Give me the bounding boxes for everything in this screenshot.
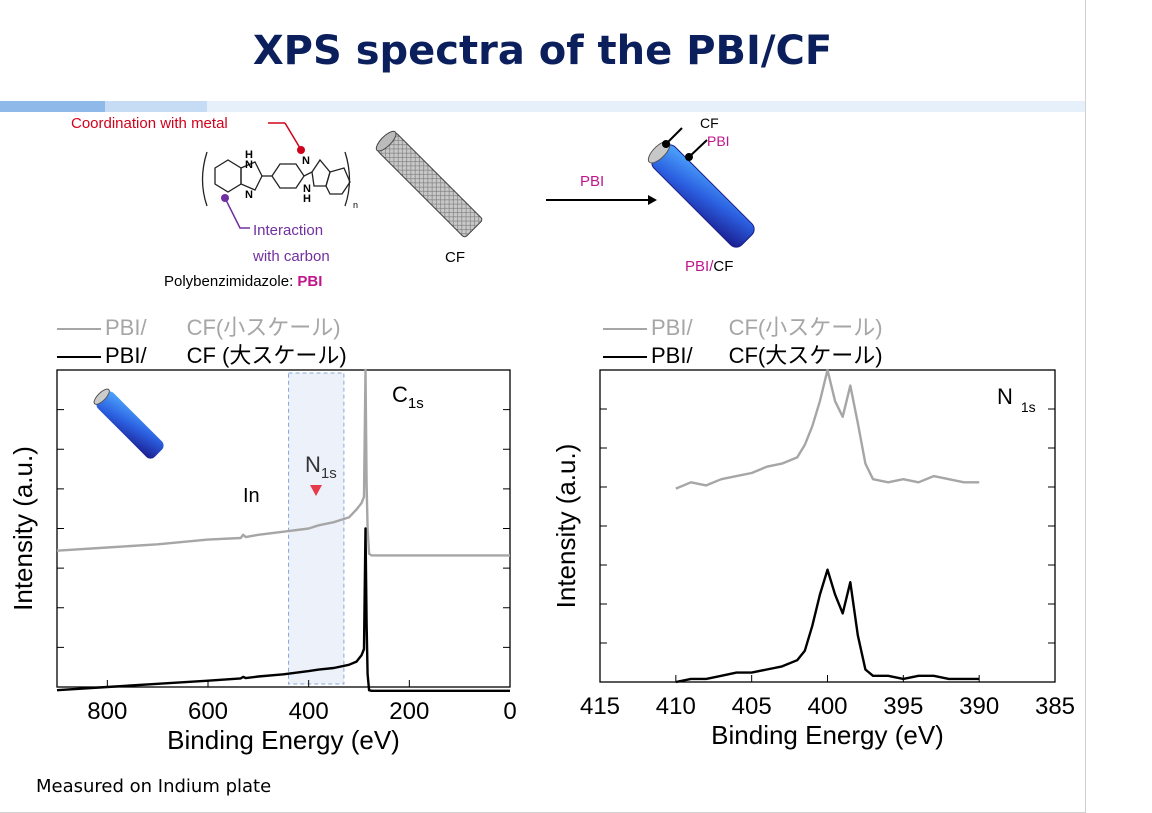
struct-h1: H xyxy=(245,149,253,161)
x-tick-label: 395 xyxy=(883,693,923,720)
chart2-legend-gray: PBI/CF(小スケール) xyxy=(603,310,883,342)
x-tick-label: 200 xyxy=(389,698,429,725)
struct-n1: N xyxy=(245,159,253,171)
struct-n3: N xyxy=(302,155,310,167)
scheme-graphic: H N N N N H n Coordination with metal In… xyxy=(71,115,755,290)
product-cf-label: CF xyxy=(700,115,719,131)
cf-tube xyxy=(375,130,483,238)
chart-survey: 800 600 400 200 0 Binding Energy (eV) Intensit… xyxy=(8,368,517,755)
plot-frame xyxy=(599,369,1056,683)
x-tick-label: 800 xyxy=(87,698,127,725)
chart1-legend-gray: PBI/CF(小スケール) xyxy=(57,310,341,342)
legend-line-gray xyxy=(57,328,101,331)
struct-n2: N xyxy=(245,189,253,201)
x-tick-label: 400 xyxy=(807,693,847,720)
footnote: Measured on Indium plate xyxy=(36,776,272,797)
x-axis-label: Binding Energy (eV) xyxy=(711,720,944,750)
x-tick-label: 600 xyxy=(188,698,228,725)
pbi-structure xyxy=(201,151,351,207)
y-axis-label: Intensity (a.u.) xyxy=(8,446,38,611)
polymer-label: Polybenzimidazole: PBI xyxy=(164,273,322,290)
chart-n1s: 415 410 405 400 395 390 385 Binding Energy (eV)… xyxy=(551,368,1075,750)
struct-n4: N xyxy=(303,183,311,195)
legend-line-black xyxy=(57,356,101,359)
title-band-dark xyxy=(0,101,105,112)
x-tick-label: 400 xyxy=(289,698,329,725)
inset-tube-icon xyxy=(93,388,164,459)
cf-label: CF xyxy=(445,249,465,266)
x-tick-label: 415 xyxy=(580,693,620,720)
coordination-dot xyxy=(297,146,305,154)
product-label: PBI/CF xyxy=(685,258,733,275)
chart1-legend-black: PBI/CF (大スケール) xyxy=(57,338,347,370)
peak-label-in: In xyxy=(243,485,260,507)
x-tick-label: 385 xyxy=(1035,693,1075,720)
chart2-legend-black: PBI/CF(大スケール) xyxy=(603,338,883,370)
arrow-label: PBI xyxy=(580,173,604,190)
product-pbi-label: PBI xyxy=(707,133,730,149)
highlight-region xyxy=(288,372,345,685)
coordination-label: Coordination with metal xyxy=(71,115,228,132)
x-tick-label: 390 xyxy=(959,693,999,720)
peak-label-n1s-right: N 1s xyxy=(997,384,1036,415)
page-title: XPS spectra of the PBI/CF xyxy=(252,28,833,74)
struct-h3: H xyxy=(303,193,311,205)
interaction-label-1: Interaction xyxy=(253,222,323,239)
peak-label-n1s: N1s xyxy=(305,452,337,482)
series-line-small-scale xyxy=(675,368,980,490)
interaction-label-2: with carbon xyxy=(252,248,330,265)
x-tick-label: 0 xyxy=(503,698,516,725)
series-line-large-scale xyxy=(56,527,510,692)
series-line-large-scale xyxy=(675,568,980,684)
slide: XPS spectra of the PBI/CF xyxy=(0,0,1086,813)
title-band-light xyxy=(207,101,1085,112)
n1s-marker xyxy=(310,485,322,496)
peak-label-c1s: C1s xyxy=(392,382,424,412)
struct-sub-n: n xyxy=(353,200,358,210)
title-band-mid xyxy=(105,101,207,112)
x-tick-label: 405 xyxy=(732,693,772,720)
x-tick-label: 410 xyxy=(656,693,696,720)
x-axis-label: Binding Energy (eV) xyxy=(167,725,400,755)
y-axis-label: Intensity (a.u.) xyxy=(551,444,581,609)
pbicf-tube xyxy=(647,140,755,248)
series-line-small-scale xyxy=(56,368,510,557)
